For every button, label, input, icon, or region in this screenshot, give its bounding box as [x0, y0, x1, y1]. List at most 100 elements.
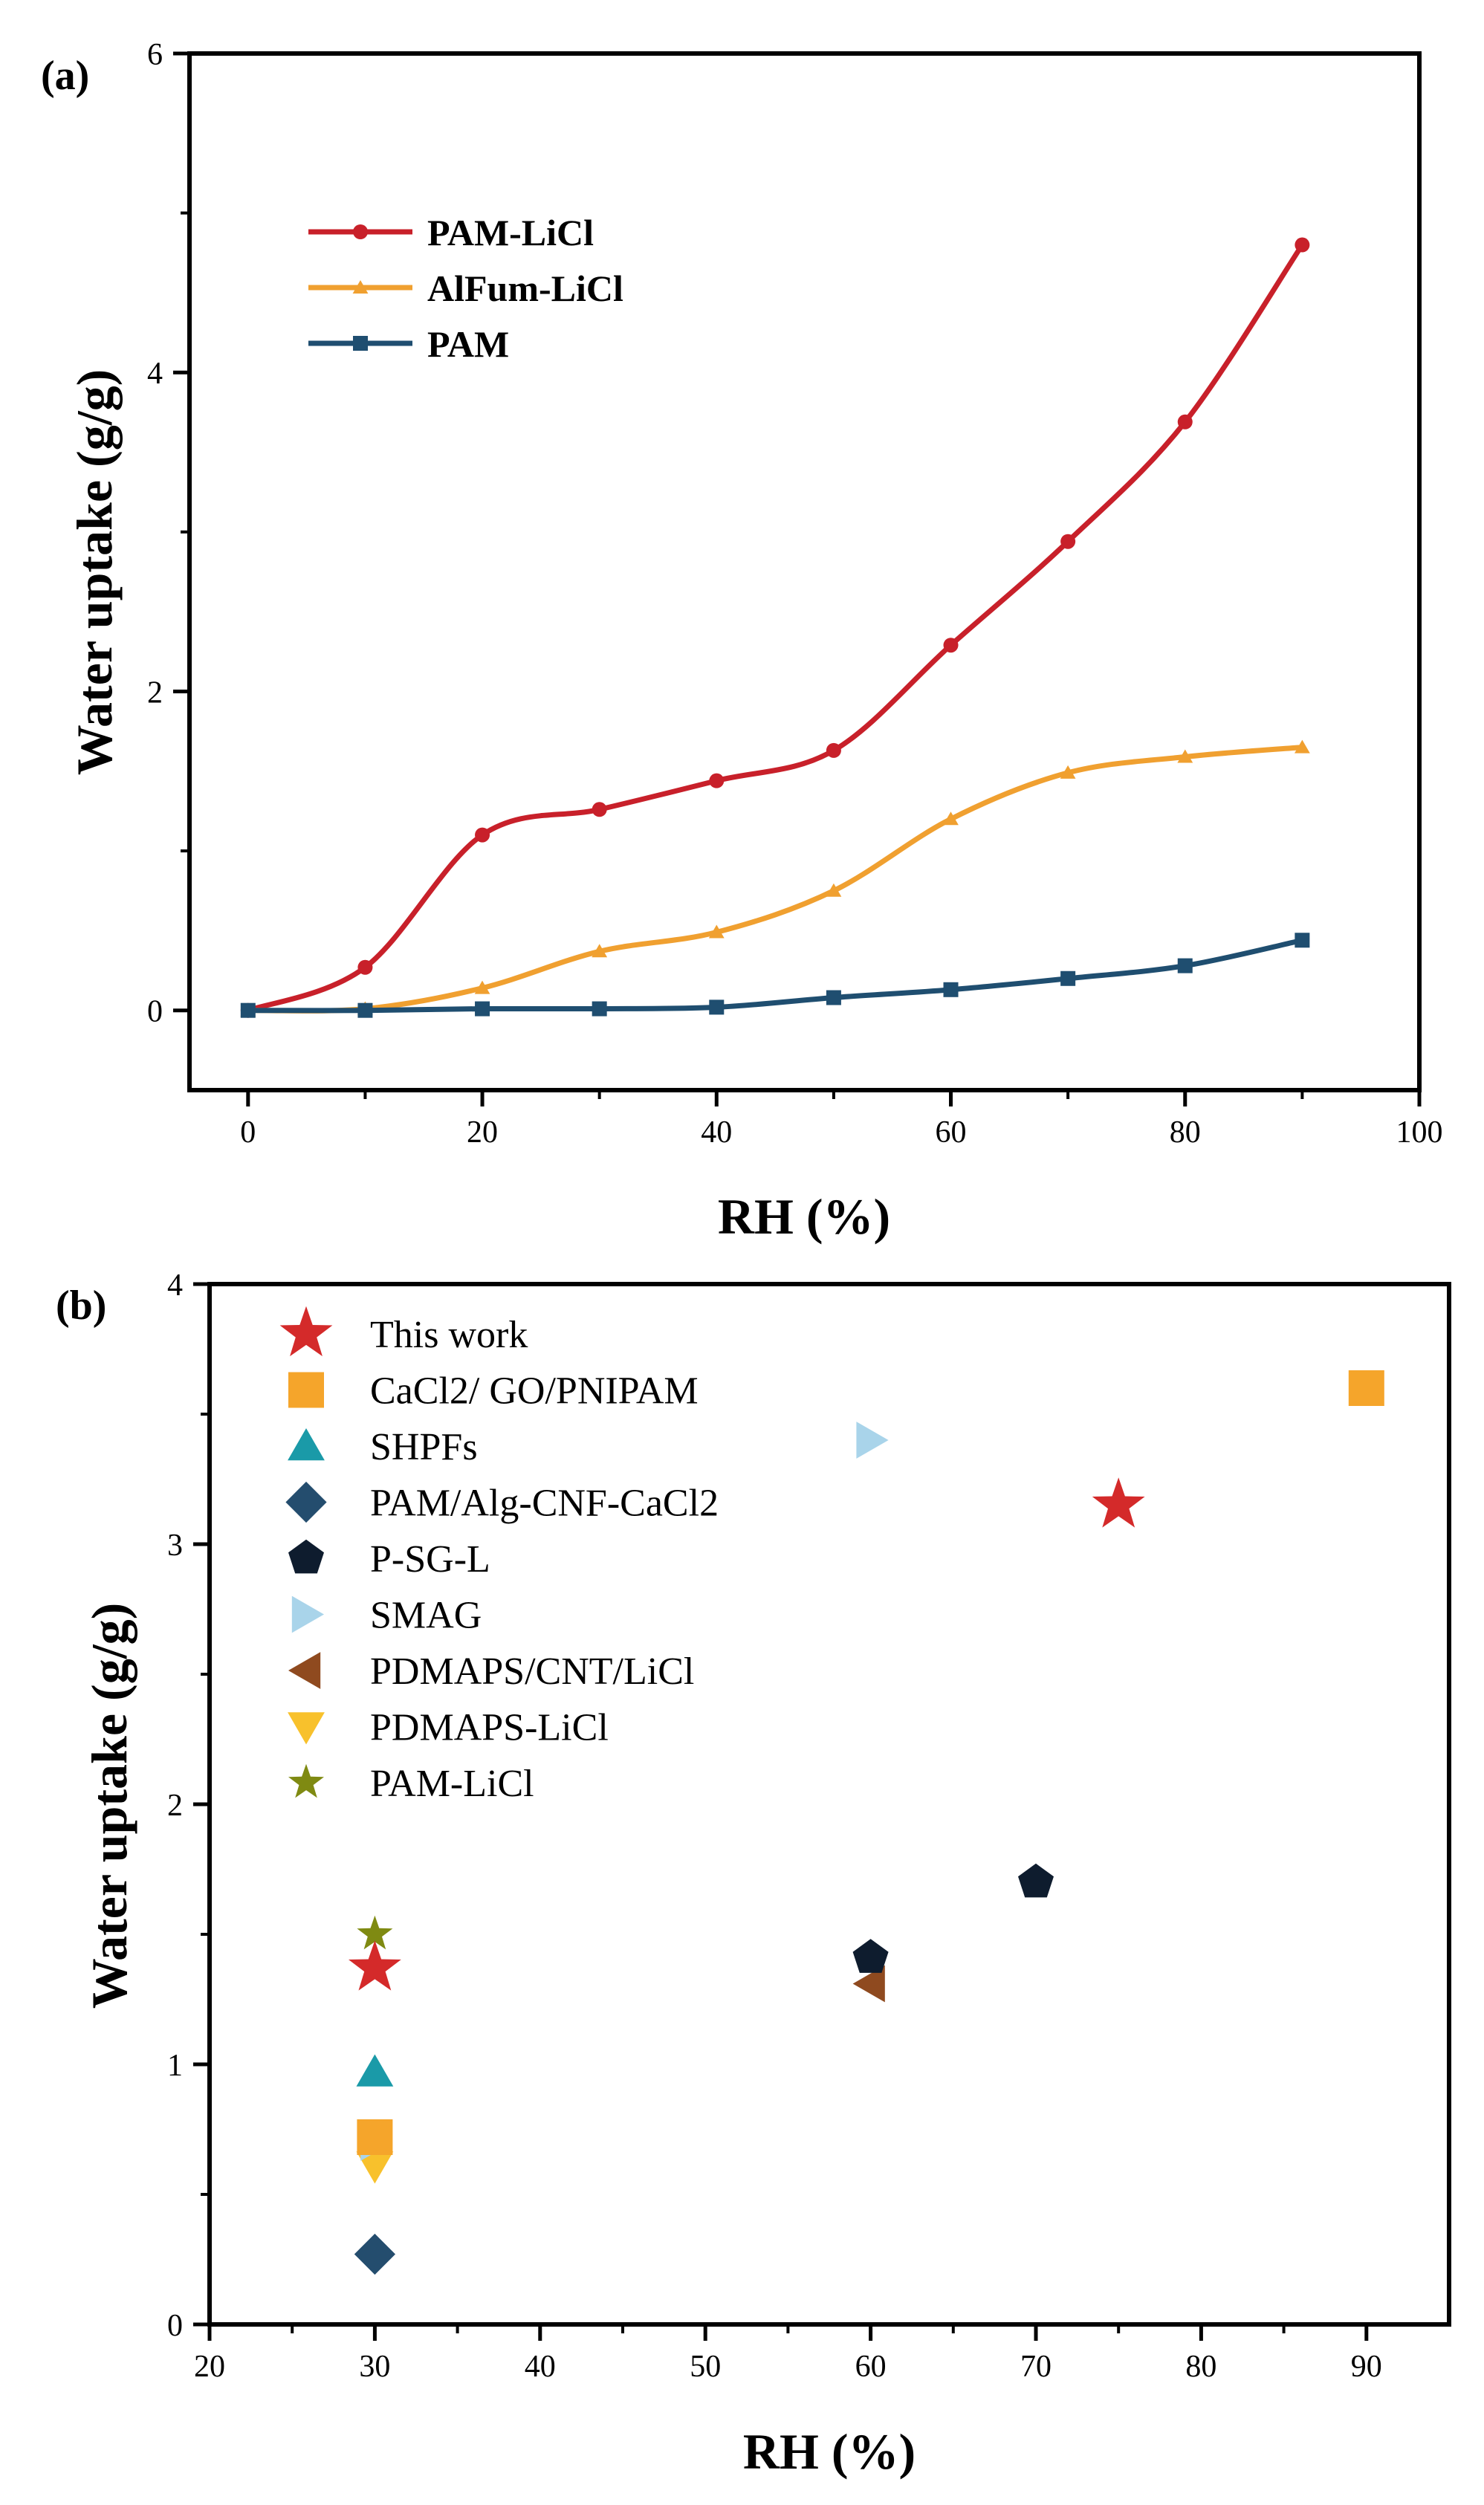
legend-label: PAM-LiCl	[427, 212, 594, 253]
legend-label: PAM	[427, 323, 509, 365]
legend-marker	[288, 1763, 324, 1798]
markers-a	[240, 237, 1310, 1018]
legend-label: AlFum-LiCl	[427, 268, 623, 309]
b-y-tick-label: 2	[167, 1789, 183, 1823]
ticks-a: 0 20 40 60 80 100 0 2 4 6	[147, 38, 1443, 1150]
legend-label: SMAG	[370, 1595, 482, 1637]
data-point	[1295, 933, 1310, 948]
legend-label: PDMAPS/CNT/LiCl	[370, 1650, 694, 1693]
ticks-b: 20 30 40 50 60 70 80 90 0 1 2 3 4	[167, 1268, 1382, 2384]
data-point	[943, 982, 959, 997]
data-point	[1060, 534, 1076, 549]
legend-marker	[353, 336, 368, 351]
legend-label: P-SG-L	[370, 1538, 490, 1581]
b-x-tick-label: 60	[855, 2350, 887, 2384]
data-point	[1295, 237, 1310, 253]
data-point	[356, 2054, 394, 2087]
a-y-tick-label: 6	[147, 38, 163, 72]
data-point	[708, 924, 725, 939]
data-point	[592, 802, 607, 817]
legend-label: SHPFs	[370, 1426, 478, 1468]
data-point	[357, 959, 373, 975]
legend-marker	[285, 1481, 327, 1523]
b-x-tick-label: 70	[1020, 2350, 1052, 2384]
series-line-pam-licl	[247, 243, 1305, 1014]
data-point	[1295, 739, 1310, 754]
data-point	[709, 773, 725, 788]
legend-marker	[352, 280, 369, 294]
panel-b-label: (b)	[56, 1283, 106, 1329]
b-x-tick-label: 20	[194, 2350, 225, 2384]
plot-frame-a	[187, 51, 1422, 1092]
a-x-tick-label: 100	[1396, 1115, 1443, 1150]
data-point	[852, 1939, 889, 1973]
x-axis-title-a: RH (%)	[718, 1188, 890, 1245]
data-point	[474, 980, 490, 994]
data-point	[826, 990, 841, 1005]
data-point	[1060, 970, 1076, 986]
legend-b: This work CaCl2/ GO/PNIPAM SHPFs PAM/Alg-CN…	[279, 1306, 719, 1805]
a-x-tick-label: 20	[467, 1115, 498, 1150]
b-x-tick-label: 80	[1185, 2350, 1216, 2384]
b-x-tick-label: 30	[359, 2350, 390, 2384]
legend-a: PAM-LiCl AlFum-LiCl PAM	[308, 212, 623, 365]
b-x-tick-label: 50	[690, 2350, 721, 2384]
b-x-tick-label: 90	[1351, 2350, 1382, 2384]
data-point	[943, 811, 959, 826]
a-y-tick-label: 2	[147, 675, 163, 710]
data-point	[1018, 1863, 1054, 1898]
data-point	[1177, 958, 1193, 973]
chart-b: (b) 20 30 40 50 60 70 80 90 0 1 2 3 4 This work CaCl2…	[56, 1268, 1451, 2480]
lines-a	[247, 243, 1305, 1014]
data-point	[475, 827, 490, 843]
legend-label: PAM-LiCl	[370, 1763, 534, 1805]
data-point	[1092, 1477, 1145, 1528]
b-y-tick-label: 3	[167, 1529, 183, 1563]
legend-label: PAM/Alg-CNF-CaCl2	[370, 1482, 719, 1525]
x-axis-title-b: RH (%)	[743, 2423, 916, 2480]
data-point	[354, 2233, 395, 2275]
legend-marker	[279, 1306, 333, 1357]
data-point	[852, 1965, 885, 2003]
legend-marker	[353, 224, 368, 239]
a-x-tick-label: 40	[701, 1115, 732, 1150]
b-y-tick-label: 4	[167, 1268, 183, 1303]
data-point	[1177, 414, 1193, 430]
data-point	[1177, 749, 1193, 763]
data-point	[1060, 765, 1076, 779]
y-axis-title-a: Water uptake (g/g)	[66, 369, 123, 776]
markers-b	[349, 1370, 1384, 2275]
legend-marker	[288, 1372, 324, 1408]
data-point	[357, 2119, 393, 2155]
data-point	[475, 1001, 490, 1017]
y-axis-title-b: Water uptake (g/g)	[81, 1603, 137, 2009]
data-point	[1348, 1370, 1384, 1406]
panel-a-label: (a)	[41, 53, 89, 99]
data-point	[357, 1002, 373, 1018]
legend-label: CaCl2/ GO/PNIPAM	[370, 1370, 699, 1413]
legend-marker	[288, 1712, 325, 1745]
b-y-tick-label: 1	[167, 2049, 183, 2083]
data-point	[856, 1422, 889, 1459]
legend-label: This work	[370, 1314, 528, 1356]
data-point	[826, 742, 841, 758]
b-y-tick-label: 0	[167, 2309, 183, 2343]
a-x-tick-label: 60	[936, 1115, 967, 1150]
a-y-tick-label: 0	[147, 995, 163, 1029]
a-x-tick-label: 80	[1170, 1115, 1201, 1150]
data-point	[592, 1001, 607, 1017]
data-point	[826, 883, 842, 897]
data-point	[357, 1915, 393, 1950]
legend-marker	[288, 1652, 321, 1689]
data-point	[709, 999, 725, 1015]
data-point	[240, 1002, 256, 1018]
a-x-tick-label: 0	[240, 1115, 256, 1150]
data-point	[592, 944, 608, 958]
a-y-tick-label: 4	[147, 357, 163, 391]
legend-label: PDMAPS-LiCl	[370, 1707, 609, 1749]
series-line-pam	[247, 937, 1303, 1014]
legend-marker	[291, 1595, 324, 1633]
data-point	[349, 1940, 401, 1991]
